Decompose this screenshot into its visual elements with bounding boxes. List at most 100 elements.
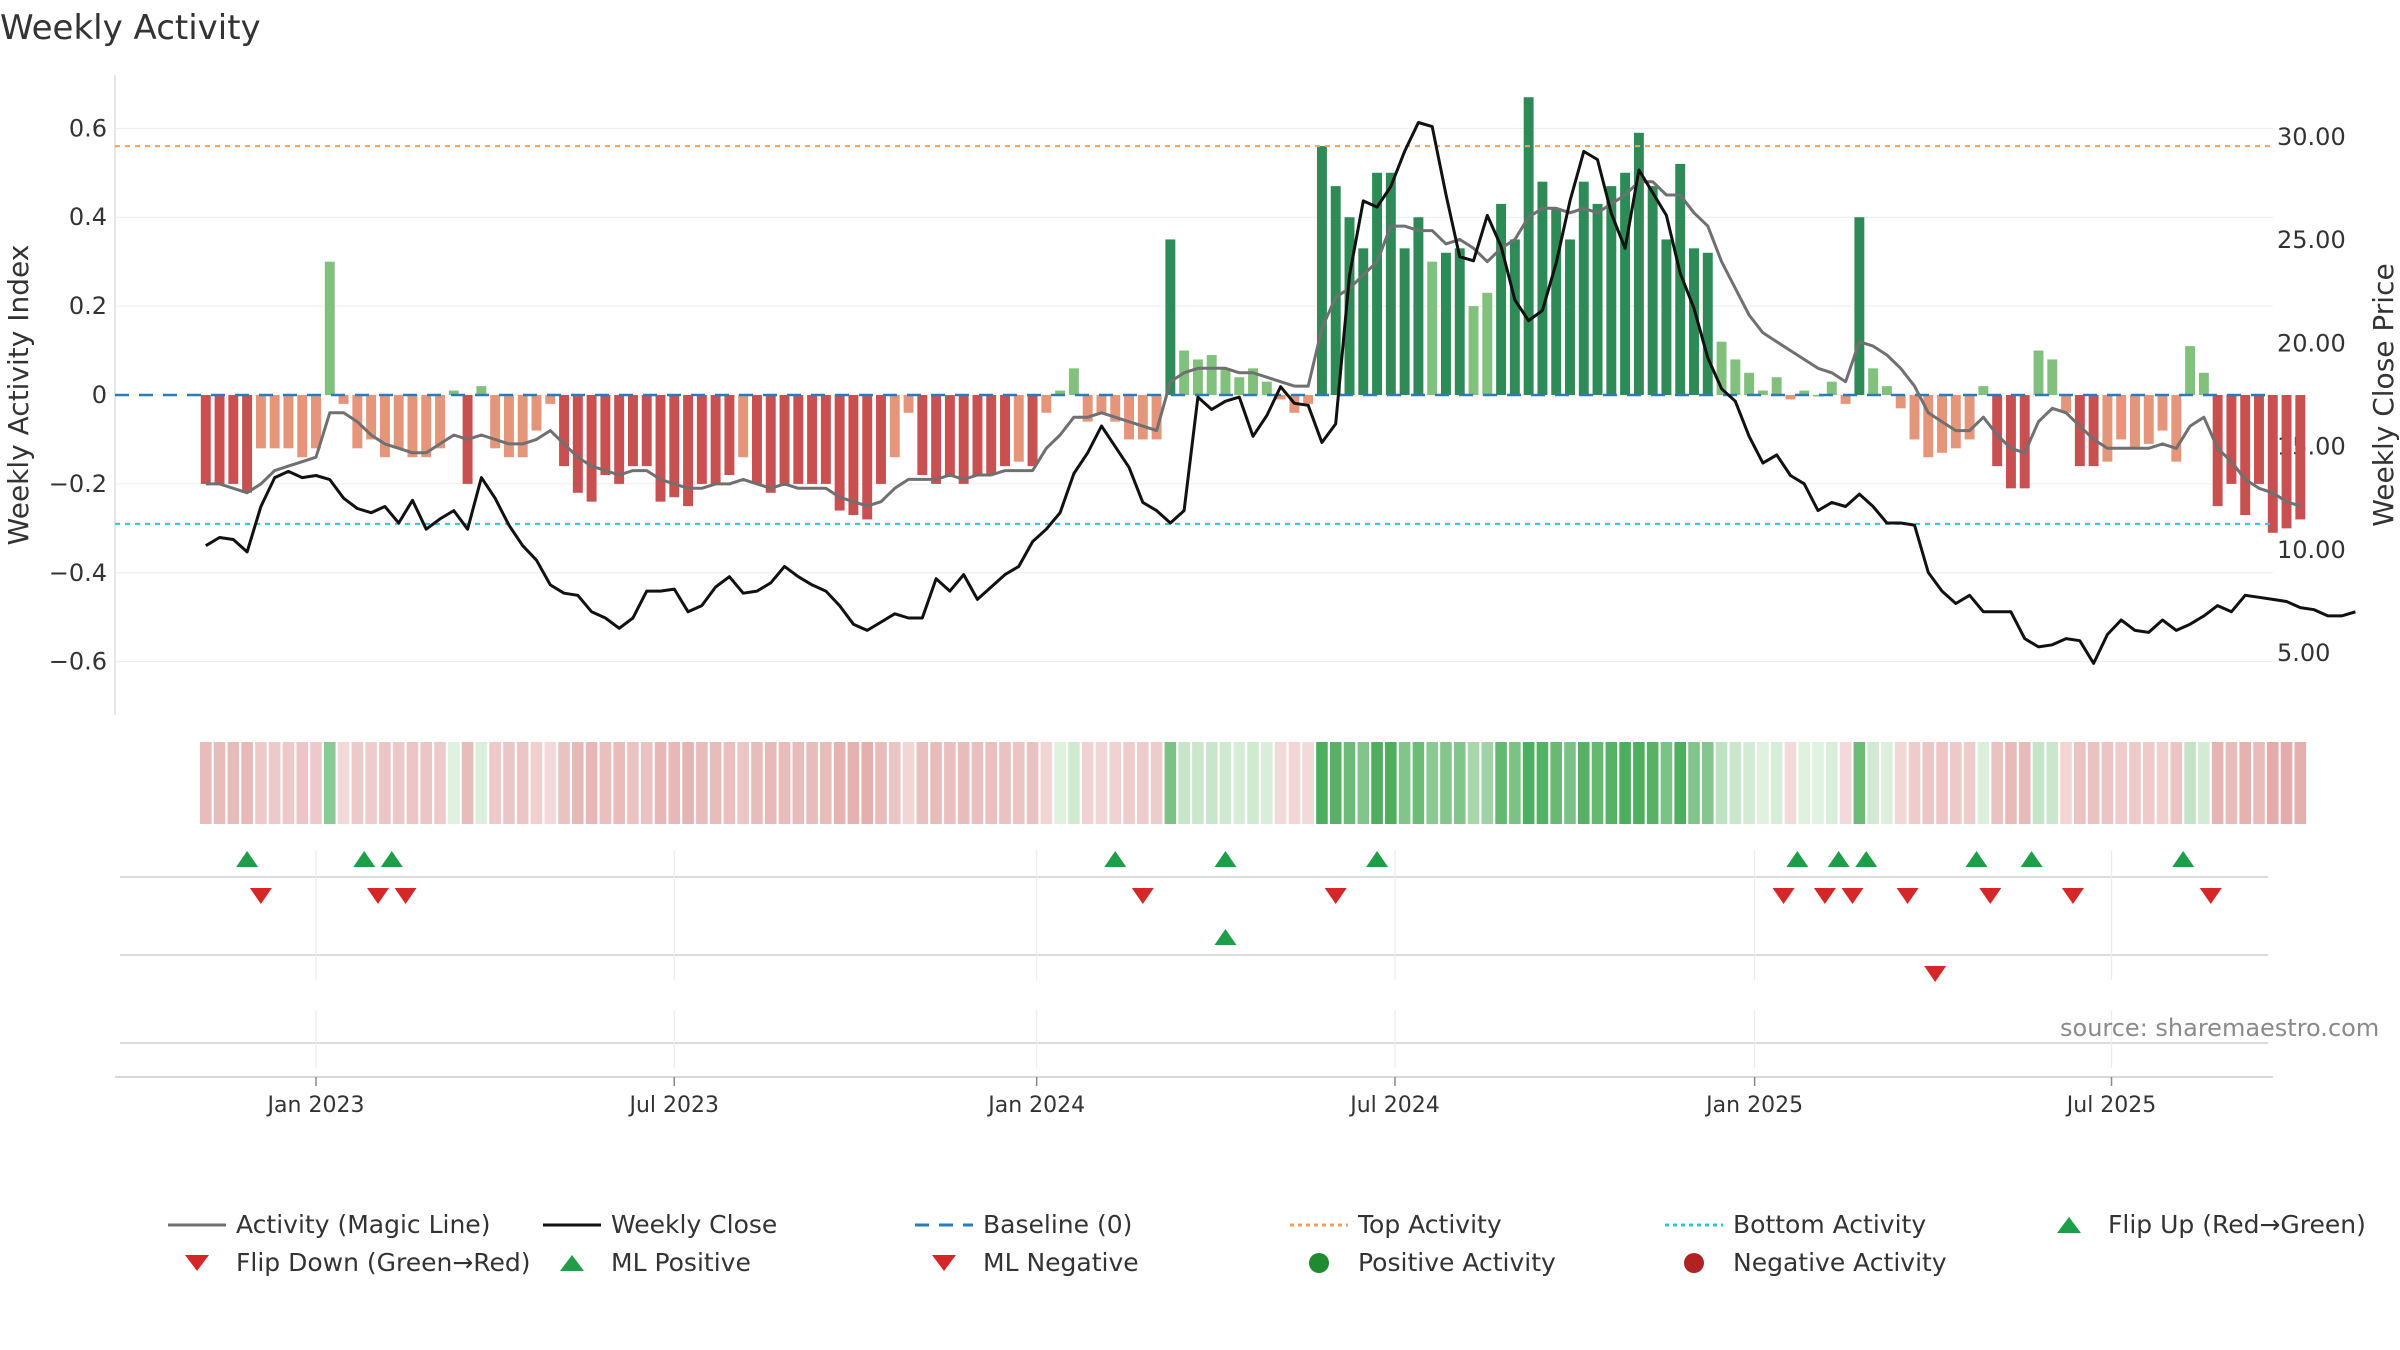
heat-strip-cell — [1329, 742, 1342, 824]
activity-bar — [1854, 217, 1865, 395]
heat-strip-cell — [861, 742, 873, 824]
legend-label: Activity (Magic Line) — [236, 1210, 491, 1239]
heat-strip-cell — [599, 742, 612, 824]
activity-bar — [448, 390, 459, 395]
heat-strip-cell — [696, 742, 708, 824]
activity-bar — [1110, 395, 1121, 422]
activity-bar — [1633, 132, 1644, 395]
heat-strip-cell — [323, 742, 336, 824]
heat-strip-cell — [1192, 742, 1204, 824]
heat-strip-cell — [1495, 742, 1507, 824]
activity-bar — [1385, 172, 1396, 395]
heat-strip-cell — [2018, 742, 2031, 824]
activity-bar — [655, 395, 666, 502]
heat-strip-cell — [1137, 742, 1149, 824]
heat-strip-cell — [1977, 742, 1990, 824]
y2-tick-label: 30.00 — [2277, 123, 2346, 151]
heat-strip-cell — [1743, 742, 1755, 824]
heat-strip-cell — [2129, 742, 2141, 824]
flip-up-marker — [1855, 851, 1878, 867]
activity-bar — [834, 395, 845, 511]
activity-bar — [1578, 181, 1589, 395]
heat-strip-cell — [241, 742, 253, 824]
y2-tick-label: 5.00 — [2277, 639, 2330, 667]
activity-bar — [1096, 395, 1107, 413]
activity-bar — [2295, 395, 2306, 520]
activity-bar — [2185, 346, 2196, 395]
activity-bar — [1895, 395, 1906, 409]
flip-up-marker — [2020, 851, 2043, 867]
activity-bar — [1647, 186, 1658, 395]
y-tick-label: −0.2 — [49, 470, 107, 498]
activity-bar — [228, 395, 239, 484]
green-triangle-up-icon — [560, 1254, 584, 1271]
heat-strip-cell — [1729, 742, 1742, 824]
heat-strip-cell — [544, 742, 557, 824]
y-tick-label: −0.4 — [49, 559, 107, 587]
activity-bar — [379, 395, 390, 458]
activity-bar — [1909, 395, 1920, 440]
activity-bar — [297, 395, 308, 458]
activity-bar — [1868, 368, 1879, 395]
legend-label: Flip Up (Red→Green) — [2108, 1210, 2366, 1239]
activity-bar — [1482, 292, 1493, 395]
heat-strip-cell — [1481, 742, 1494, 824]
heat-strip-cell — [516, 742, 529, 824]
heat-strip-cell — [916, 742, 929, 824]
activity-bar — [2226, 395, 2237, 484]
heat-strip-cell — [1123, 742, 1135, 824]
activity-bar — [1964, 395, 1975, 440]
chart-legend: Activity (Magic Line) Weekly Close Basel… — [0, 1200, 2400, 1280]
activity-bar — [503, 395, 514, 458]
activity-bar — [1496, 203, 1507, 395]
black-line-icon — [543, 1223, 601, 1226]
activity-bar — [1358, 248, 1369, 395]
activity-bar — [627, 395, 638, 467]
activity-bar — [765, 395, 776, 493]
heat-strip-cell — [1467, 742, 1480, 824]
activity-bar — [2033, 350, 2044, 395]
flip-down-marker — [1131, 888, 1154, 904]
heat-strip-cell — [2225, 742, 2238, 824]
heat-strip-cell — [282, 742, 295, 824]
activity-bar — [1275, 395, 1286, 400]
heat-strip-cell — [2198, 742, 2210, 824]
heat-strip-cell — [2170, 742, 2183, 824]
activity-bar — [820, 395, 831, 484]
ml-positive-marker — [1214, 929, 1237, 945]
heat-strip-cell — [1150, 742, 1163, 824]
heat-strip-cell — [2032, 742, 2045, 824]
legend-item-ml-positive: ML Positive — [543, 1248, 751, 1277]
weekly-close-series — [205, 121, 2356, 665]
activity-bar — [1055, 390, 1066, 395]
activity-bar — [1757, 390, 1768, 395]
heat-strip-cell — [1798, 742, 1811, 824]
heat-strip-cell — [213, 742, 226, 824]
x-tick-label: Jan 2023 — [266, 1093, 365, 1118]
activity-bar — [1840, 395, 1851, 404]
activity-bar — [311, 395, 321, 449]
activity-bar — [779, 395, 790, 484]
activity-bar — [2088, 395, 2099, 467]
activity-bar — [1978, 386, 1989, 395]
heat-strip-cell — [1715, 742, 1728, 824]
flip-up-marker — [1965, 851, 1988, 867]
activity-bar — [1606, 186, 1617, 395]
heat-strip-cell — [1302, 742, 1314, 824]
y2-tick-label: 25.00 — [2277, 226, 2346, 254]
heat-strip-cell — [888, 742, 901, 824]
heat-strip-cell — [1646, 742, 1659, 824]
activity-bar — [738, 395, 749, 458]
heat-strip-cell — [1867, 742, 1879, 824]
y-tick-label: 0.6 — [69, 114, 107, 142]
flip-down-marker — [2199, 888, 2222, 904]
heat-strip-cell — [1950, 742, 1962, 824]
heat-strip-cell — [296, 742, 309, 824]
heat-strip-cell — [1426, 742, 1438, 824]
y-axis-title: Weekly Activity Index — [2, 245, 35, 546]
green-circle-icon — [1309, 1252, 1329, 1273]
heat-strip-cell — [1908, 742, 1921, 824]
chart-title: Weekly Activity — [0, 8, 261, 48]
red-triangle-down-icon — [185, 1254, 209, 1271]
activity-bar — [559, 395, 570, 467]
